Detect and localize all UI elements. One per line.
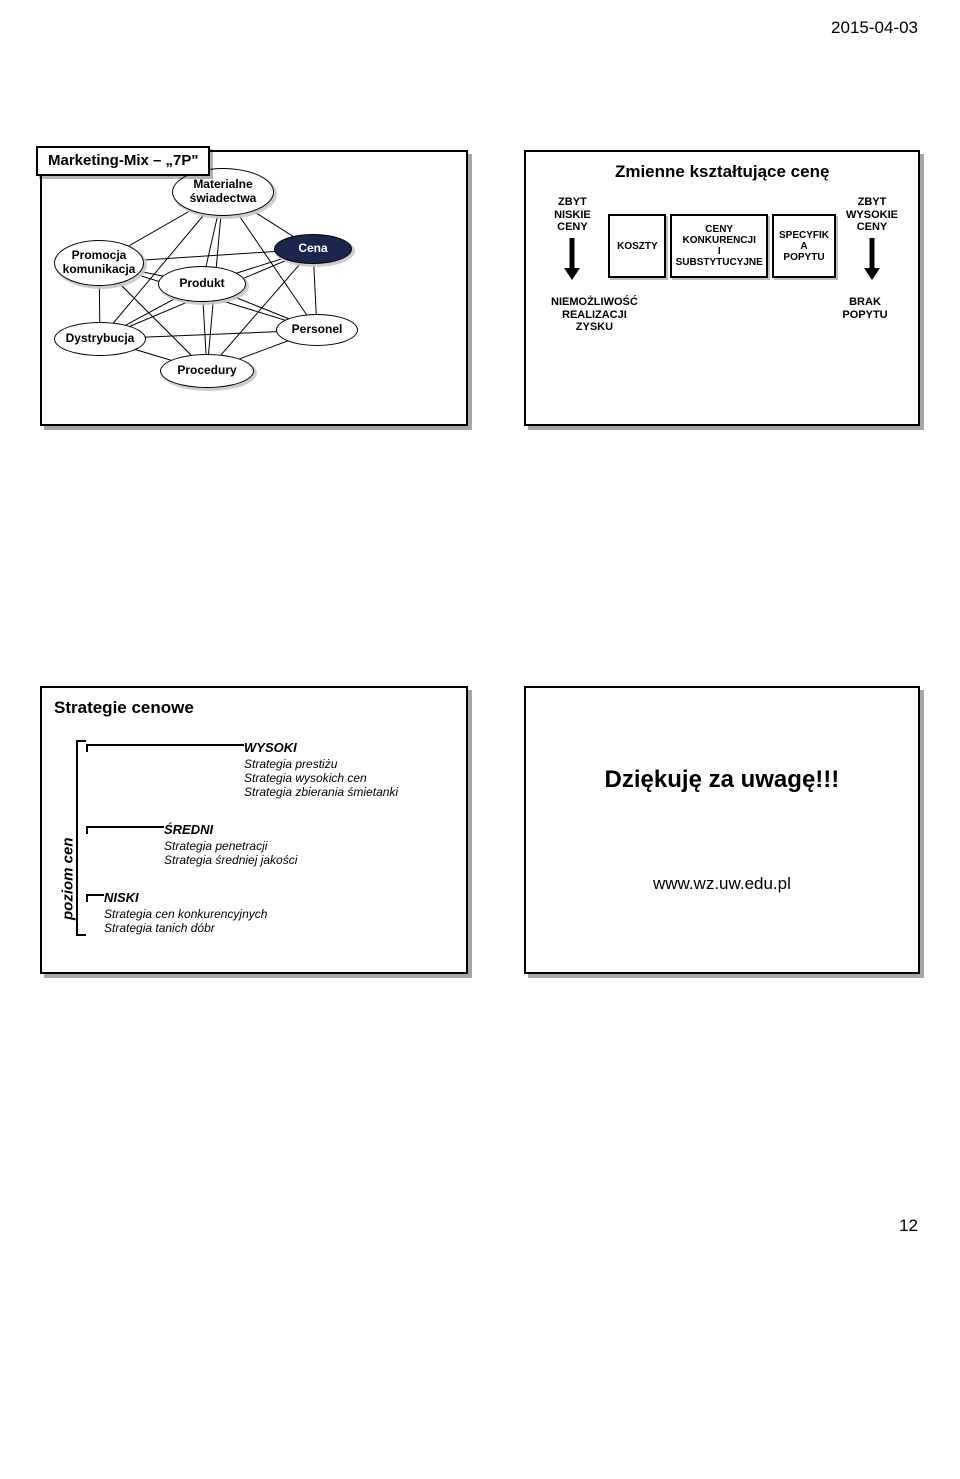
arrow-down-icon bbox=[867, 238, 877, 280]
panel-b-title: Zmienne kształtujące cenę bbox=[538, 162, 906, 182]
level-wysoki: WYSOKI Strategia prestiżuStrategia wysoki… bbox=[244, 740, 398, 799]
cell-specyfika: SPECYFIKAPOPYTU bbox=[772, 214, 836, 278]
page-number: 12 bbox=[899, 1216, 918, 1236]
panel-a-title: Marketing-Mix – „7P" bbox=[36, 146, 210, 176]
node-cena: Cena bbox=[274, 234, 352, 264]
left-top-label: ZBYTNISKIECENY bbox=[554, 196, 591, 234]
level-line: Strategia zbierania śmietanki bbox=[244, 785, 398, 799]
level-head: WYSOKI bbox=[244, 740, 398, 755]
level-line: Strategia wysokich cen bbox=[244, 771, 398, 785]
level-sredni: ŚREDNI Strategia penetracjiStrategia śred… bbox=[164, 822, 297, 867]
right-top-label: ZBYTWYSOKIECENY bbox=[846, 196, 898, 234]
panel-price-variables: Zmienne kształtujące cenę ZBYTNISKIECENY… bbox=[524, 150, 920, 426]
timestamp: 2015-04-03 bbox=[831, 18, 918, 38]
url-text: www.wz.uw.edu.pl bbox=[546, 874, 898, 894]
panel-marketing-mix: Marketing-Mix – „7P" Promocjakomunikacja… bbox=[40, 150, 468, 426]
bracket-wysoki bbox=[86, 744, 244, 752]
cell-konkurencji: CENYKONKURENCJIISUBSTYTUCYJNE bbox=[670, 214, 768, 278]
mix-diagram: PromocjakomunikacjaDystrybucjaProduktMat… bbox=[54, 162, 454, 392]
cell-koszty: KOSZTY bbox=[608, 214, 666, 278]
thanks-text: Dziękuję za uwagę!!! bbox=[546, 766, 898, 794]
level-line: Strategia penetracji bbox=[164, 839, 297, 853]
left-bottom-label: NIEMOŻLIWOŚĆREALIZACJIZYSKU bbox=[544, 296, 644, 334]
level-line: Strategia tanich dóbr bbox=[104, 921, 267, 935]
bracket-outer bbox=[76, 740, 86, 936]
level-line: Strategia cen konkurencyjnych bbox=[104, 907, 267, 921]
bracket-sredni bbox=[86, 826, 164, 834]
level-head: ŚREDNI bbox=[164, 822, 297, 837]
panel-thanks: Dziękuję za uwagę!!! www.wz.uw.edu.pl bbox=[524, 686, 920, 974]
panel-c-title: Strategie cenowe bbox=[54, 698, 454, 718]
node-personel: Personel bbox=[276, 314, 358, 346]
y-axis-label: poziom cen bbox=[60, 837, 77, 920]
bracket-niski bbox=[86, 894, 104, 902]
node-procedury: Procedury bbox=[160, 354, 254, 388]
level-head: NISKI bbox=[104, 890, 267, 905]
node-promocja: Promocjakomunikacja bbox=[54, 240, 144, 286]
panel-pricing-strategies: Strategie cenowe poziom cen WYSOKI Strate… bbox=[40, 686, 468, 974]
node-dystrybucja: Dystrybucja bbox=[54, 322, 146, 356]
level-niski: NISKI Strategia cen konkurencyjnychStrate… bbox=[104, 890, 267, 935]
arrow-down-icon bbox=[567, 238, 577, 280]
level-line: Strategia prestiżu bbox=[244, 757, 398, 771]
right-bottom-label: BRAKPOPYTU bbox=[830, 296, 900, 334]
level-line: Strategia średniej jakości bbox=[164, 853, 297, 867]
node-produkt: Produkt bbox=[158, 266, 246, 302]
